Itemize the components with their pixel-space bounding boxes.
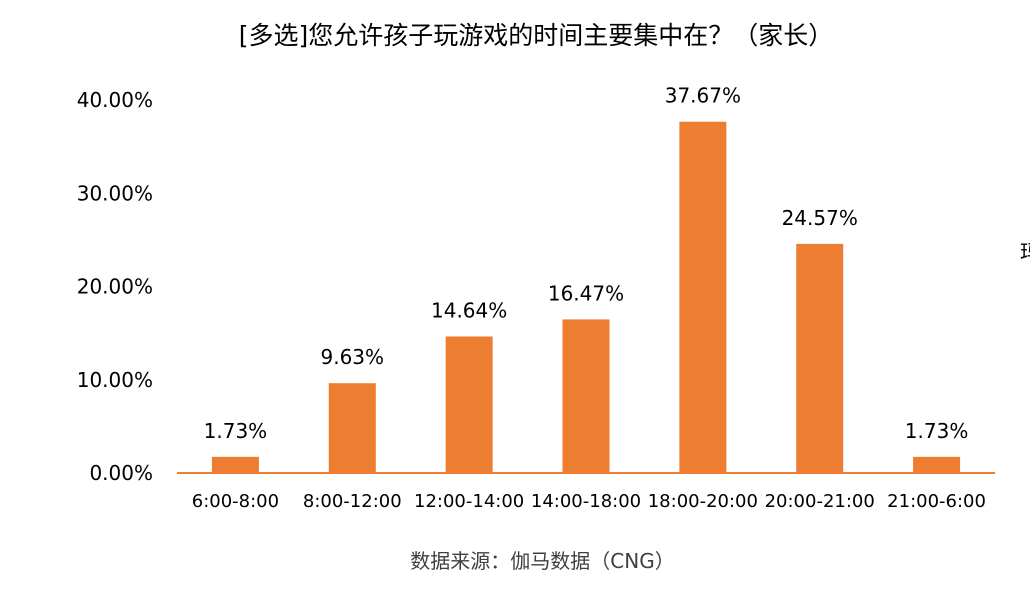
- bar: [796, 243, 844, 473]
- x-tick-label: 18:00-20:00: [648, 491, 758, 512]
- data-label: 14.64%: [431, 298, 507, 322]
- y-tick-label: 30.00%: [77, 181, 153, 205]
- data-label: 24.57%: [782, 206, 858, 230]
- bar-series: [211, 121, 961, 474]
- bar: [445, 336, 493, 473]
- y-tick-label: 0.00%: [89, 461, 153, 485]
- x-tick-label: 6:00-8:00: [192, 491, 279, 512]
- chart-title: [多选]您允许孩子玩游戏的时间主要集中在？（家长）: [238, 21, 834, 50]
- y-tick-label: 20.00%: [77, 275, 153, 299]
- data-label: 37.67%: [665, 84, 741, 108]
- bar: [562, 319, 610, 473]
- bar: [913, 456, 961, 473]
- x-axis: 6:00-8:00 8:00-12:00 12:00-14:00 14:00-18:0…: [177, 472, 995, 512]
- data-label: 9.63%: [321, 345, 385, 369]
- x-tick-label: 21:00-6:00: [887, 491, 986, 512]
- clipped-edge-text: 玛: [1020, 236, 1030, 265]
- x-tick-label: 20:00-21:00: [765, 491, 875, 512]
- x-tick-label: 14:00-18:00: [531, 491, 641, 512]
- bar: [211, 456, 259, 473]
- source-note: 数据来源：伽马数据（CNG）: [410, 549, 675, 573]
- x-tick-label: 12:00-14:00: [414, 491, 524, 512]
- bar: [328, 383, 376, 473]
- data-labels: 1.73% 9.63% 14.64% 16.47% 37.67% 24.57% 1.73%: [204, 84, 969, 443]
- bar: [679, 121, 727, 474]
- x-tick-label: 8:00-12:00: [303, 491, 402, 512]
- y-axis: 0.00% 10.00% 20.00% 30.00% 40.00%: [77, 88, 153, 485]
- data-label: 1.73%: [905, 419, 969, 443]
- y-tick-label: 40.00%: [77, 88, 153, 112]
- y-tick-label: 10.00%: [77, 368, 153, 392]
- data-label: 16.47%: [548, 281, 624, 305]
- data-label: 1.73%: [204, 419, 268, 443]
